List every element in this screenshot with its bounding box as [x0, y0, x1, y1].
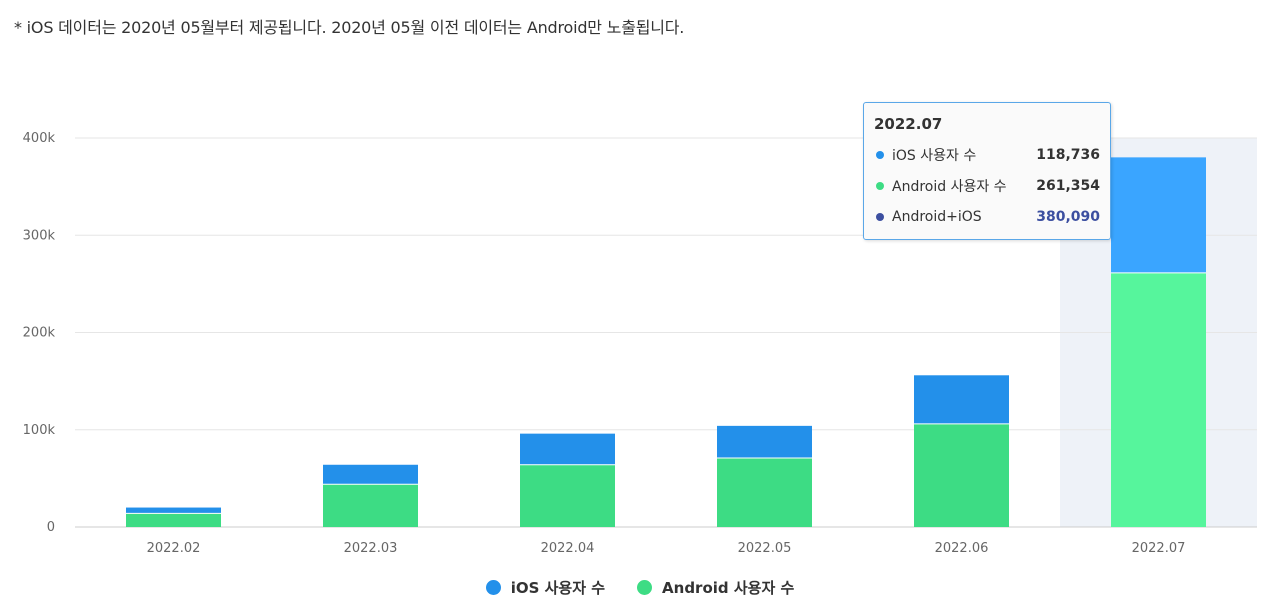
x-tick-label: 2022.04	[541, 541, 595, 556]
tooltip-row-ios: iOS 사용자 수 118,736	[874, 139, 1100, 170]
tooltip-label-ios: iOS 사용자 수	[892, 147, 977, 164]
tooltip-dot-total	[876, 212, 884, 221]
tooltip-row-total: Android+iOS 380,090	[874, 201, 1100, 232]
x-tick-label: 2022.02	[147, 541, 201, 556]
tooltip-value-ios: 118,736	[1036, 146, 1100, 163]
chart-tooltip: 2022.07 iOS 사용자 수 118,736 Android 사용자 수 …	[863, 102, 1111, 240]
tooltip-row-android: Android 사용자 수 261,354	[874, 170, 1100, 201]
bar-ios-2022.04[interactable]	[520, 433, 615, 465]
bar-ios-2022.06[interactable]	[914, 375, 1009, 424]
y-tick-label: 200k	[23, 326, 56, 341]
bar-android-2022.05[interactable]	[717, 457, 812, 527]
tooltip-value-android: 261,354	[1036, 177, 1100, 194]
bar-android-2022.02[interactable]	[126, 513, 221, 527]
bar-android-2022.03[interactable]	[323, 484, 418, 527]
bar-ios-2022.07[interactable]	[1111, 157, 1206, 273]
bar-android-2022.06[interactable]	[914, 423, 1009, 527]
legend-label-android: Android 사용자 수	[662, 579, 795, 597]
tooltip-dot-android	[876, 181, 884, 190]
bar-android-2022.04[interactable]	[520, 464, 615, 527]
legend-label-ios: iOS 사용자 수	[510, 579, 606, 597]
y-tick-label: 400k	[23, 131, 56, 146]
bar-ios-2022.03[interactable]	[323, 464, 418, 485]
data-availability-note: * iOS 데이터는 2020년 05월부터 제공됩니다. 2020년 05월 …	[14, 18, 685, 37]
y-tick-label: 100k	[23, 423, 56, 438]
bar-ios-2022.05[interactable]	[717, 425, 812, 458]
tooltip-value-total: 380,090	[1036, 208, 1100, 225]
legend-item-android[interactable]: Android 사용자 수	[637, 577, 794, 598]
x-tick-label: 2022.03	[344, 541, 398, 556]
x-tick-label: 2022.05	[738, 541, 792, 556]
y-tick-label: 0	[47, 520, 55, 535]
chart-legend: iOS 사용자 수 Android 사용자 수	[0, 577, 1280, 598]
legend-item-ios[interactable]: iOS 사용자 수	[485, 577, 606, 598]
tooltip-label-android: Android 사용자 수	[892, 178, 1007, 195]
tooltip-dot-ios	[876, 150, 884, 159]
bar-ios-2022.02[interactable]	[126, 507, 221, 514]
tooltip-title: 2022.07	[874, 115, 943, 133]
y-tick-label: 300k	[23, 228, 56, 243]
tooltip-label-total: Android+iOS	[892, 208, 982, 225]
legend-dot-ios	[485, 580, 501, 595]
x-tick-label: 2022.06	[935, 541, 989, 556]
bar-android-2022.07[interactable]	[1111, 272, 1206, 527]
x-tick-label: 2022.07	[1132, 541, 1186, 556]
legend-dot-android	[637, 580, 653, 595]
